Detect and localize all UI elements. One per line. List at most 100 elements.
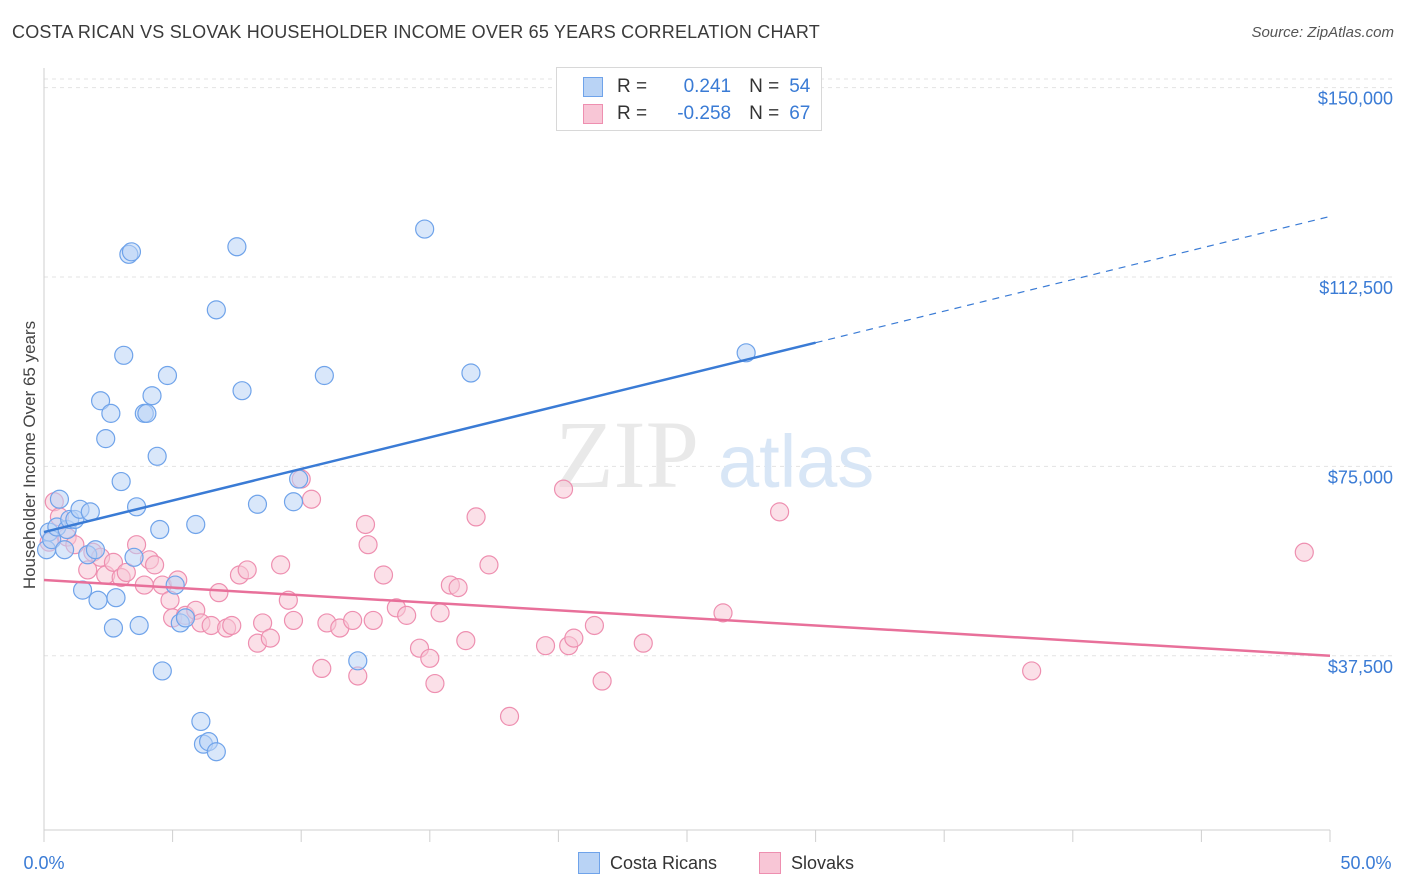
point-slovaks [283,610,304,631]
point-costa-ricans [150,519,170,540]
point-slovaks [584,615,605,636]
trend-line-costa-ricans [43,341,816,534]
point-costa-ricans [191,711,211,732]
point-slovaks [553,479,574,499]
legend-row-costa-ricans: R = 0.241 N = 54 [583,76,810,98]
point-slovaks [564,628,584,648]
point-slovaks [420,648,440,668]
point-slovaks [260,628,280,648]
point-costa-ricans [90,391,111,411]
bottom-legend-slovaks: Slovaks [759,852,854,874]
point-costa-ricans [289,469,309,489]
point-costa-ricans [415,219,435,239]
point-slovaks [466,507,486,527]
point-costa-ricans [88,590,108,610]
bottom-legend-costa-ricans: Costa Ricans [578,852,717,874]
point-costa-ricans [152,661,172,681]
point-costa-ricans [54,540,75,560]
point-costa-ricans [85,540,106,560]
bottom-legend-label: Slovaks [791,852,855,873]
point-costa-ricans [461,363,481,383]
point-costa-ricans [206,742,226,762]
legend-r-label: R = [617,103,648,124]
point-slovaks [448,578,468,598]
point-costa-ricans [147,446,167,466]
watermark-atlas: atlas [718,420,874,503]
point-slovaks [499,706,520,726]
legend-r-value: -0.258 [677,103,732,124]
point-slovaks [253,613,273,633]
trend-line-costa-ricans-extension [815,215,1331,344]
legend-swatch-slovaks [583,104,603,124]
point-slovaks [312,658,332,679]
point-costa-ricans [124,547,144,567]
chart-title: COSTA RICAN VS SLOVAK HOUSEHOLDER INCOME… [12,22,820,42]
bottom-legend: Costa Ricans Slovaks [0,852,1406,876]
point-costa-ricans [106,588,126,608]
point-slovaks [363,610,383,631]
point-costa-ricans [232,381,252,401]
point-slovaks [209,583,229,603]
y-tick-label: $75,000 [1328,467,1393,487]
point-slovaks [535,636,556,656]
legend-n-value: 67 [789,103,811,124]
point-slovaks [430,603,450,623]
point-costa-ricans [129,615,149,636]
bottom-legend-swatch-costa-ricans [578,852,600,874]
legend-n-value: 54 [789,76,811,97]
point-slovaks [633,633,653,653]
point-slovaks [358,535,378,555]
point-costa-ricans [101,403,121,423]
legend-swatch-costa-ricans [583,77,603,97]
point-costa-ricans [49,489,70,509]
y-axis-label: Householder Income Over 65 years [20,320,39,590]
point-costa-ricans [121,242,142,262]
point-costa-ricans [227,237,247,257]
point-costa-ricans [247,494,268,514]
legend-box: R = 0.241 N = 54 R = -0.258 N = 67 [556,67,822,131]
x-tick-label: 50.0% [1340,853,1391,873]
point-slovaks [425,673,445,694]
point-slovaks [301,489,322,509]
y-tick-label: $37,500 [1328,657,1393,677]
legend-row-slovaks: R = -0.258 N = 67 [583,103,810,125]
watermark-zip: ZIP [555,401,699,508]
source-credit: Source: ZipAtlas.com [1251,24,1394,41]
point-slovaks [769,502,790,522]
point-costa-ricans [283,492,304,512]
point-costa-ricans [736,343,756,363]
point-slovaks [479,555,499,575]
point-slovaks [373,565,394,585]
point-slovaks [237,560,257,580]
bottom-legend-label: Costa Ricans [610,852,718,873]
point-costa-ricans [114,345,134,365]
point-slovaks [1022,661,1042,681]
point-slovaks [456,631,476,651]
point-costa-ricans [165,575,185,595]
axes [43,68,1331,842]
point-costa-ricans [142,386,162,406]
watermark: ZIP atlas [555,401,874,508]
point-slovaks [1294,542,1314,562]
point-costa-ricans [314,365,334,386]
trend-line-slovaks [43,578,1331,658]
point-slovaks [343,610,363,631]
trend-lines [43,215,1331,658]
legend-r-label: R = [617,76,648,97]
point-costa-ricans [186,514,206,535]
point-costa-ricans [348,651,368,671]
legend-r-value: 0.241 [683,76,732,97]
point-slovaks [144,555,165,575]
y-tick-label: $150,000 [1318,89,1393,109]
point-slovaks [713,603,733,623]
point-costa-ricans [175,608,196,628]
tick-labels: $150,000 $112,500 $75,000 $37,500 0.0% 50.0% [23,89,1393,873]
x-tick-label: 0.0% [23,853,64,873]
point-costa-ricans [137,403,157,423]
point-costa-ricans [96,429,116,449]
point-costa-ricans [103,618,124,638]
point-slovaks [271,555,291,575]
point-slovaks [397,605,417,625]
point-costa-ricans [157,365,178,386]
